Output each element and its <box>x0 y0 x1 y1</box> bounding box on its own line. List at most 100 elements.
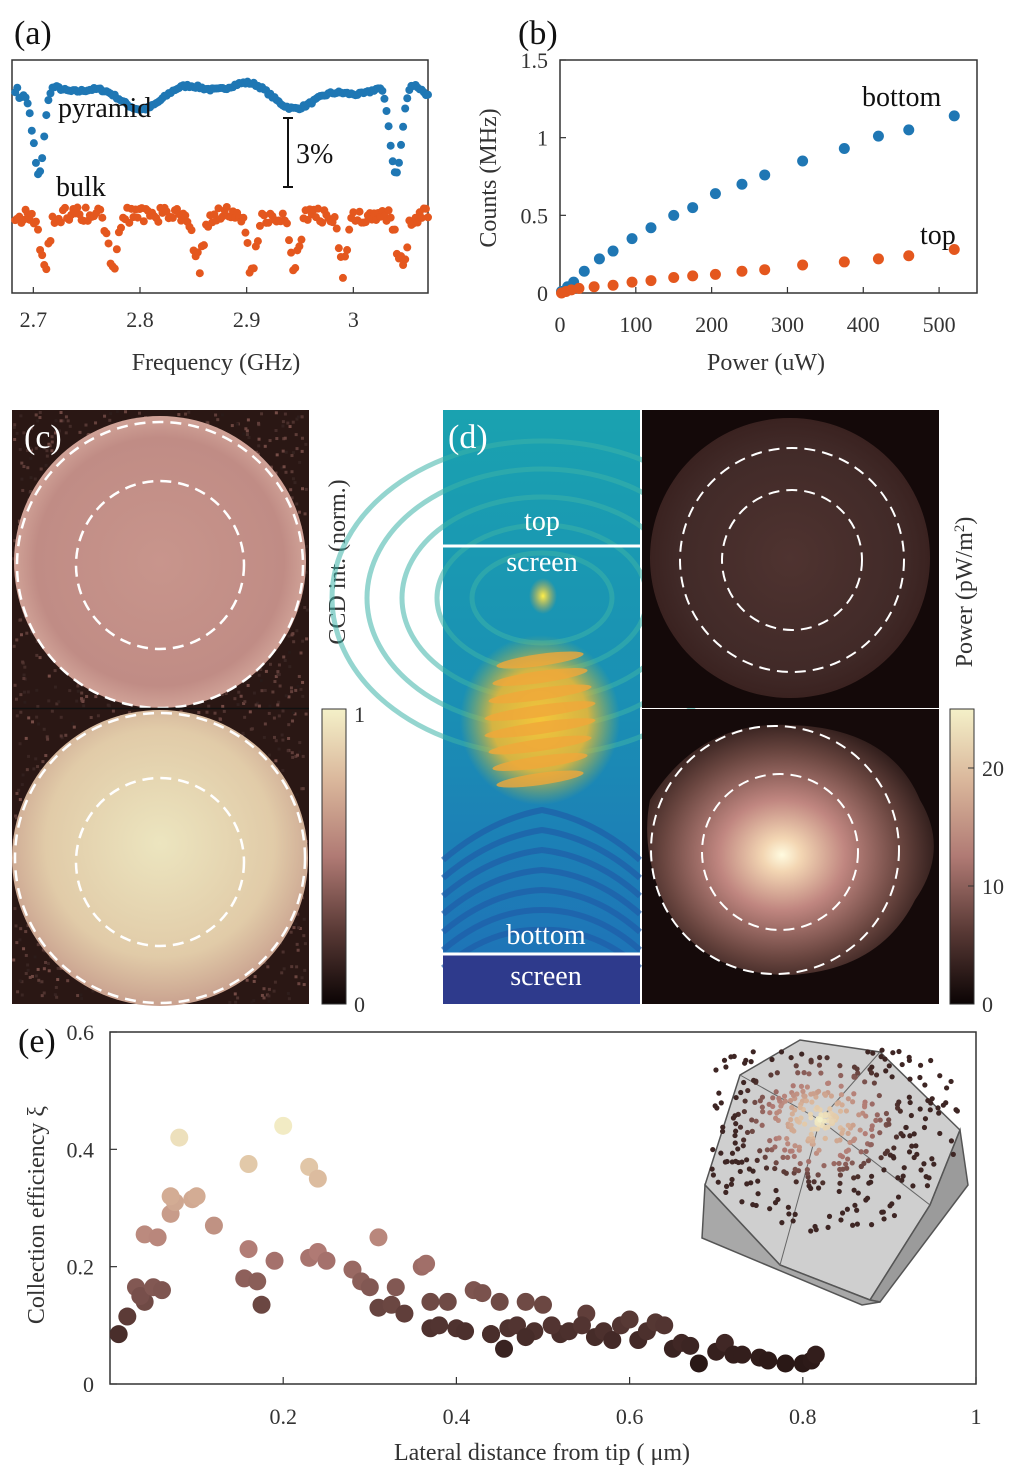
panel-a-point-pyramid <box>394 158 403 167</box>
inset-dot <box>851 1175 857 1181</box>
inset-dot <box>793 1063 799 1069</box>
panel-c-noise-pixel <box>59 419 63 423</box>
inset-dot <box>735 1159 742 1166</box>
panel-a-series-bulk <box>11 203 432 282</box>
panel-c-noise-pixel <box>303 942 307 946</box>
panel-c-noise-pixel <box>245 429 249 433</box>
panel-c-noise-pixel <box>30 426 34 430</box>
inset-dot <box>728 1054 734 1060</box>
inset-dot <box>824 1055 830 1061</box>
panel-b-point-top <box>948 244 960 256</box>
inset-dot <box>773 1089 779 1095</box>
panel-e-ticks: 0.2 0.4 0.6 0.8 1 0 0.2 0.4 0.6 <box>67 1020 982 1429</box>
panel-b-point-top <box>903 250 915 262</box>
inset-dot <box>808 1057 814 1063</box>
inset-dot <box>804 1166 810 1173</box>
panel-a-point-pyramid <box>36 167 45 176</box>
panel-c-noise-pixel <box>26 968 30 972</box>
inset-dot <box>759 1122 765 1128</box>
inset-dot <box>808 1131 814 1137</box>
panel-c-noise-pixel <box>294 433 298 437</box>
panel-c-inner-ring-top <box>74 479 246 651</box>
inset-dot <box>907 1076 913 1082</box>
panel-c-noise-pixel <box>263 722 267 726</box>
panel-c-noise-pixel <box>64 431 68 435</box>
inset-dot <box>913 1143 919 1149</box>
inset-dot <box>752 1099 758 1106</box>
panel-c-noise-pixel <box>44 463 48 467</box>
panel-c-noise-pixel <box>288 665 292 669</box>
inset-dot <box>849 1160 855 1166</box>
panel-c-noise-pixel <box>22 677 26 681</box>
inset-dipole-dots <box>709 1047 960 1234</box>
inset-dot <box>787 1148 793 1154</box>
panel-c-noise-pixel <box>58 429 62 433</box>
panel-c-noise-pixel <box>301 694 305 698</box>
inset-dot <box>785 1154 791 1161</box>
inset-dot <box>852 1202 858 1208</box>
inset-dot <box>838 1092 845 1098</box>
inset-dot <box>802 1121 808 1127</box>
panel-b-x-tick-label: 0 <box>555 312 566 337</box>
inset-dot <box>923 1174 929 1180</box>
panel-c-noise-pixel <box>286 421 290 425</box>
panel-b-point-top <box>626 276 638 288</box>
panel-c-noise-pixel <box>224 692 228 696</box>
inset-dot <box>757 1098 763 1104</box>
panel-c-noise-pixel <box>304 570 308 574</box>
panel-c-noise-pixel <box>55 995 59 999</box>
panel-c-outer-ring-bottom <box>13 711 307 1005</box>
panel-c-noise-pixel <box>260 993 264 997</box>
panel-c-noise-pixel <box>257 444 261 448</box>
panel-b-point-bottom <box>872 130 884 142</box>
panel-e-point <box>689 1354 708 1373</box>
panel-b-point-bottom <box>948 110 960 122</box>
panel-a-annotation-pyramid: pyramid <box>58 93 151 124</box>
panel-c-noise-pixel <box>293 712 297 716</box>
inset-dot <box>917 1106 923 1112</box>
panel-c-noise-pixel <box>274 739 278 743</box>
panel-c-noise-pixel <box>259 668 263 672</box>
panel-c-noise-pixel <box>295 447 299 451</box>
panel-c-noise-pixel <box>281 709 285 713</box>
inset-dot <box>950 1151 956 1157</box>
panel-c-noise-pixel <box>13 907 17 911</box>
panel-d-label-top: top <box>524 506 560 537</box>
panel-c-noise-pixel <box>50 435 54 439</box>
inset-dot <box>843 1108 850 1114</box>
panel-e-point <box>386 1278 405 1297</box>
panel-c-noise-pixel <box>250 727 254 731</box>
panel-c-noise-pixel <box>283 436 287 440</box>
inset-dot <box>788 1054 794 1061</box>
inset-dot <box>911 1131 917 1137</box>
panel-c-noise-pixel <box>35 688 39 692</box>
panel-c-noise-pixel <box>301 787 305 791</box>
inset-dot <box>825 1080 832 1086</box>
panel-c-noise-pixel <box>271 690 275 694</box>
panel-b-point-top <box>573 282 585 294</box>
panel-a-point-bulk <box>384 206 393 215</box>
panel-c-noise-pixel <box>19 618 23 622</box>
panel-c-noise-pixel <box>288 425 292 429</box>
panel-c-noise-pixel <box>305 608 309 612</box>
panel-c-noise-pixel <box>305 544 309 548</box>
inset-dot <box>785 1141 791 1147</box>
panel-a-point-bulk <box>249 264 258 273</box>
panel-a-point-pyramid <box>25 109 34 118</box>
panel-c-noise-pixel <box>20 783 24 787</box>
panel-c-noise-pixel <box>243 715 247 719</box>
panel-c-noise-pixel <box>20 461 24 465</box>
panel-c-noise-pixel <box>263 961 267 965</box>
panel-c-noise-pixel <box>115 410 119 414</box>
panel-c-inner-ring-bottom <box>74 776 246 948</box>
panel-c-noise-pixel <box>26 690 30 694</box>
panel-c-noise-pixel <box>17 788 21 792</box>
inset-dot <box>891 1145 897 1151</box>
panel-c-noise-pixel <box>12 557 16 561</box>
panel-c-noise-pixel <box>298 750 302 754</box>
inset-dot <box>937 1073 943 1079</box>
panel-c-noise-pixel <box>295 629 299 633</box>
inset-dot <box>907 1133 913 1139</box>
inset-dot <box>723 1183 730 1189</box>
inset-dot <box>776 1095 782 1101</box>
